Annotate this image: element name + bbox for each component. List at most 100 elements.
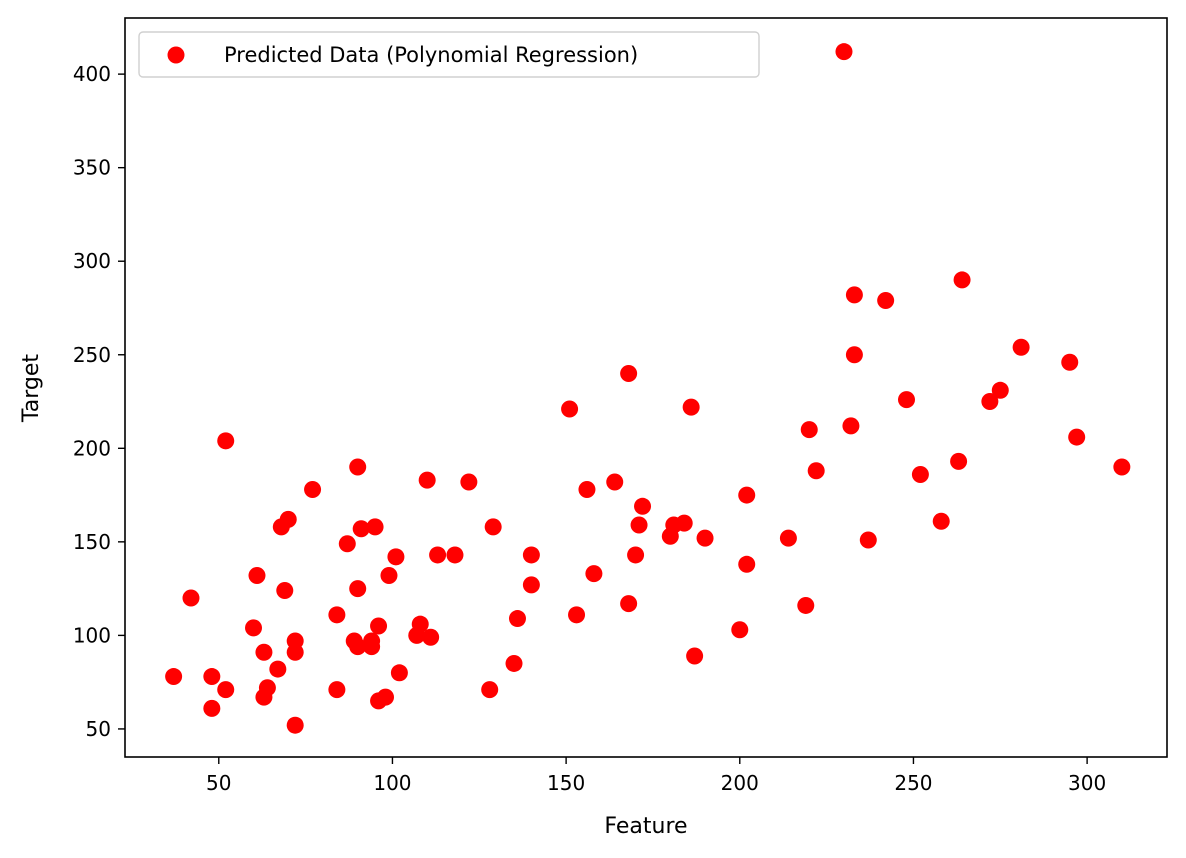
data-point xyxy=(606,473,624,491)
data-point xyxy=(634,497,652,515)
data-point xyxy=(328,681,346,699)
data-point xyxy=(696,529,714,547)
y-tick-label: 400 xyxy=(73,62,111,86)
y-tick-label: 50 xyxy=(86,717,111,741)
y-tick-label: 150 xyxy=(73,530,111,554)
data-point xyxy=(561,400,579,418)
data-point xyxy=(842,417,860,435)
data-point xyxy=(481,681,499,699)
data-point xyxy=(1113,458,1131,476)
data-point xyxy=(203,699,221,717)
data-point xyxy=(981,393,999,411)
data-point xyxy=(845,346,863,364)
data-point xyxy=(911,465,929,483)
data-point xyxy=(380,567,398,585)
data-point xyxy=(835,43,853,61)
data-point xyxy=(522,546,540,564)
data-point xyxy=(182,589,200,607)
data-point xyxy=(286,643,304,661)
data-point xyxy=(363,638,381,656)
y-tick-label: 250 xyxy=(73,343,111,367)
data-point xyxy=(505,654,523,672)
legend-box xyxy=(138,31,760,78)
data-point xyxy=(578,480,596,498)
data-point xyxy=(1061,353,1079,371)
data-point xyxy=(738,555,756,573)
data-point xyxy=(366,518,384,536)
data-point xyxy=(429,546,447,564)
data-point xyxy=(807,462,825,480)
scatter-points xyxy=(165,43,1131,734)
plot-frame xyxy=(124,17,1168,758)
y-axis-label: Target xyxy=(19,354,44,423)
data-point xyxy=(349,580,367,598)
x-tick-label: 150 xyxy=(547,771,585,795)
data-point xyxy=(859,531,877,549)
data-point xyxy=(418,471,436,489)
x-tick-label: 100 xyxy=(373,771,411,795)
data-point xyxy=(411,615,429,633)
data-point xyxy=(953,271,971,289)
data-point xyxy=(675,514,693,532)
data-point xyxy=(370,617,388,635)
data-point xyxy=(620,364,638,382)
data-point xyxy=(738,486,756,504)
data-point xyxy=(165,668,183,686)
data-point xyxy=(304,480,322,498)
data-point xyxy=(390,664,408,682)
x-tick-label: 50 xyxy=(206,771,231,795)
data-point xyxy=(630,516,648,534)
data-point xyxy=(877,292,895,310)
data-point xyxy=(328,606,346,624)
data-point xyxy=(585,565,603,583)
data-point xyxy=(248,567,266,585)
y-tick-label: 200 xyxy=(73,436,111,460)
data-point xyxy=(620,595,638,613)
data-point xyxy=(898,391,915,409)
legend-marker xyxy=(167,46,185,64)
data-point xyxy=(568,606,586,624)
data-point xyxy=(269,660,287,678)
data-point xyxy=(522,576,540,594)
data-point xyxy=(686,647,704,665)
data-point xyxy=(255,643,273,661)
y-axis: 50 100 150 200 250 300 350 400 xyxy=(73,62,125,741)
data-point xyxy=(845,286,863,304)
data-point xyxy=(422,628,440,646)
data-point xyxy=(279,510,297,528)
data-point xyxy=(932,512,950,530)
legend-entry-label: Predicted Data (Polynomial Regression) xyxy=(224,43,638,67)
data-point xyxy=(217,432,235,450)
data-point xyxy=(245,619,263,637)
data-point xyxy=(797,596,815,614)
data-point xyxy=(217,681,235,699)
data-point xyxy=(258,679,276,697)
data-point xyxy=(446,546,464,564)
data-point xyxy=(1012,338,1030,356)
data-point xyxy=(203,668,221,686)
data-point xyxy=(731,621,749,639)
data-point xyxy=(286,716,304,734)
y-tick-label: 100 xyxy=(73,623,111,647)
data-point xyxy=(682,398,700,416)
x-axis: 50 100 150 200 250 300 xyxy=(206,757,1106,795)
x-tick-label: 300 xyxy=(1068,771,1106,795)
data-point xyxy=(460,473,478,491)
data-point xyxy=(508,610,526,628)
x-axis-label: Feature xyxy=(604,814,687,839)
x-tick-label: 200 xyxy=(721,771,759,795)
legend: Predicted Data (Polynomial Regression) xyxy=(138,31,760,78)
data-point xyxy=(627,546,645,564)
data-point xyxy=(484,518,502,536)
data-point xyxy=(779,529,797,547)
data-point xyxy=(1068,428,1086,446)
y-tick-label: 350 xyxy=(73,156,111,180)
data-point xyxy=(950,452,968,470)
x-tick-label: 250 xyxy=(894,771,932,795)
data-point xyxy=(800,421,818,439)
data-point xyxy=(349,458,367,476)
data-point xyxy=(338,535,356,553)
